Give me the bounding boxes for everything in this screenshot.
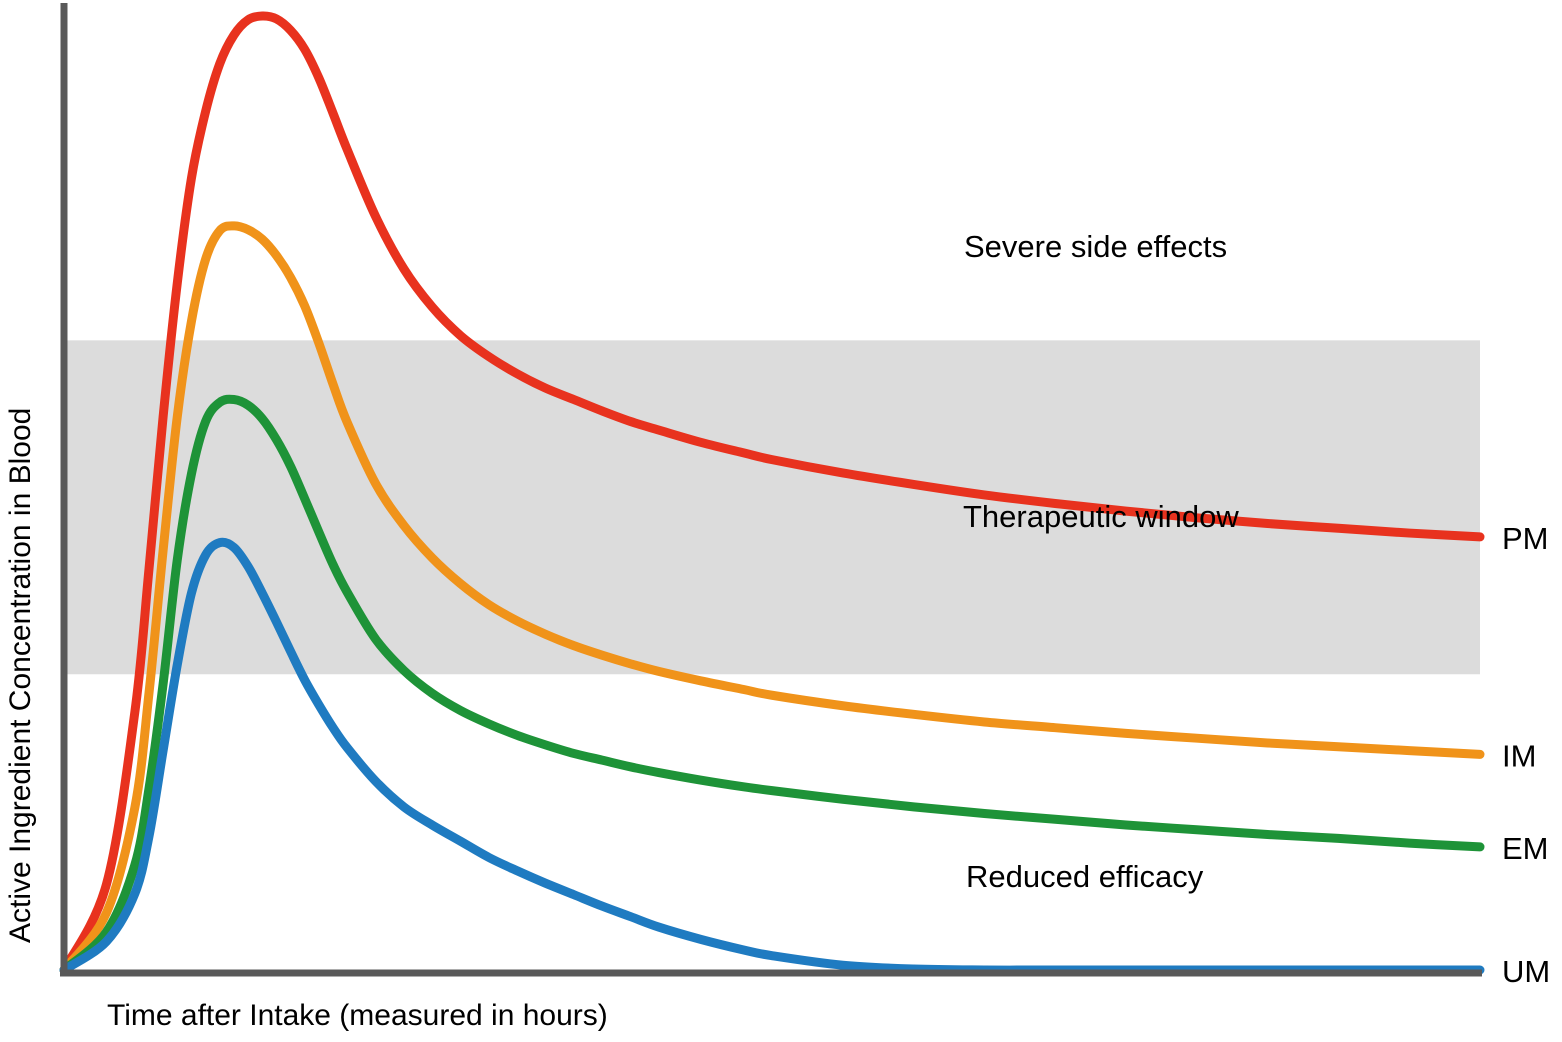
- series-line-im: [59, 221, 1485, 975]
- series-label-pm: PM: [1502, 521, 1549, 556]
- series-layer: [59, 11, 1485, 975]
- y-axis-title: Active Ingredient Concentration in Blood: [4, 408, 37, 943]
- region-label-therapeutic-window: Therapeutic window: [963, 499, 1239, 534]
- region-label-reduced-efficacy: Reduced efficacy: [966, 859, 1204, 894]
- region-label-severe-side-effects: Severe side effects: [964, 229, 1227, 264]
- therapeutic-window-band: [64, 340, 1480, 675]
- series-line-pm: [59, 11, 1485, 975]
- series-label-im: IM: [1502, 738, 1536, 773]
- series-line-em: [59, 394, 1485, 975]
- series-label-um: UM: [1502, 954, 1550, 989]
- series-label-em: EM: [1502, 831, 1549, 866]
- series-label-layer: PM IM EM UM: [1502, 521, 1550, 989]
- x-axis-title: Time after Intake (measured in hours): [107, 999, 608, 1032]
